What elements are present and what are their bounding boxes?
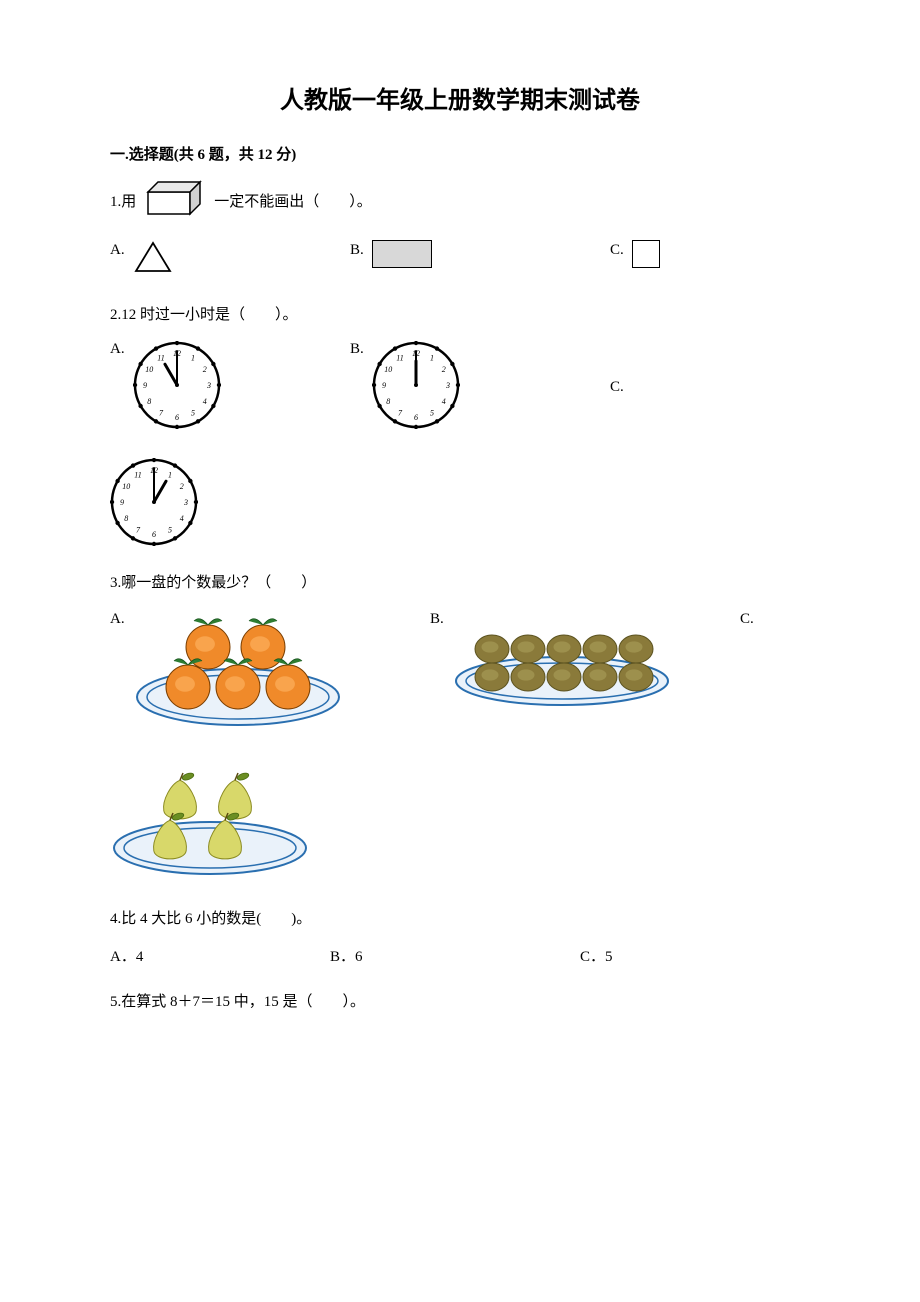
svg-text:6: 6	[414, 413, 418, 422]
q2-opt-c-clock: 123456789101112	[110, 458, 810, 551]
svg-text:4: 4	[202, 397, 206, 406]
square-icon	[632, 240, 660, 268]
q1-opt-a: A.	[110, 240, 350, 279]
section-header: 一.选择题(共 6 题，共 12 分)	[110, 143, 810, 164]
svg-text:1: 1	[168, 470, 172, 479]
svg-text:3: 3	[183, 498, 188, 507]
svg-text:2: 2	[180, 482, 184, 491]
question-5: 5.在算式 8＋7＝15 中，15 是（ ）。	[110, 990, 810, 1014]
q2-opt-b: B. 123456789101112	[350, 341, 610, 434]
q3-opt-a: A.	[110, 609, 430, 734]
opt-letter: C.	[740, 611, 754, 628]
svg-text:10: 10	[145, 365, 153, 374]
svg-text:6: 6	[152, 530, 156, 539]
clock-icon: 123456789101112	[110, 533, 198, 550]
svg-text:2: 2	[202, 365, 206, 374]
question-2: 2.12 时过一小时是（ ）。	[110, 303, 810, 327]
svg-text:9: 9	[143, 381, 147, 390]
q4-opt-c: C．5	[580, 945, 730, 966]
question-4: 4.比 4 大比 6 小的数是( )。	[110, 907, 810, 931]
svg-text:5: 5	[191, 409, 195, 418]
q4-opt-b: B．6	[330, 945, 580, 966]
svg-text:8: 8	[386, 397, 390, 406]
q1-opt-c: C.	[610, 240, 790, 268]
question-3: 3.哪一盘的个数最少？（ ）	[110, 571, 810, 595]
rectangle-icon	[372, 240, 432, 268]
svg-text:11: 11	[157, 353, 164, 362]
svg-text:1: 1	[430, 353, 434, 362]
opt-text: B．6	[330, 945, 363, 966]
svg-text:1: 1	[191, 353, 195, 362]
svg-text:4: 4	[180, 514, 184, 523]
svg-text:11: 11	[134, 470, 141, 479]
svg-text:6: 6	[175, 413, 179, 422]
svg-text:10: 10	[384, 365, 392, 374]
triangle-icon	[133, 240, 173, 279]
fruit-plate-icon	[452, 609, 672, 714]
q1-prefix: 1.用	[110, 190, 136, 214]
opt-letter: B.	[350, 341, 364, 358]
q4-opt-a: A．4	[110, 945, 330, 966]
q3-opt-c-plate	[110, 758, 810, 883]
svg-text:3: 3	[206, 381, 211, 390]
opt-letter: A.	[110, 611, 125, 628]
opt-letter: A.	[110, 242, 125, 259]
opt-text: C．5	[580, 945, 613, 966]
q1-options: A. B. C.	[110, 240, 810, 279]
page-title: 人教版一年级上册数学期末测试卷	[110, 80, 810, 115]
cuboid-icon	[140, 178, 210, 226]
opt-letter: A.	[110, 341, 125, 358]
q2-opt-a: A. 123456789101112	[110, 341, 350, 434]
question-1: 1.用 一定不能画出（ ）。	[110, 178, 810, 226]
opt-letter: C.	[610, 379, 624, 396]
svg-text:4: 4	[441, 397, 445, 406]
svg-text:9: 9	[120, 498, 124, 507]
opt-letter: B.	[430, 611, 444, 628]
q1-suffix: 一定不能画出（ ）。	[214, 190, 372, 214]
q3-opt-c: C.	[740, 609, 780, 628]
svg-text:3: 3	[445, 381, 450, 390]
q2-options: A. 123456789101112 B. 123456789101112 C.	[110, 341, 810, 434]
svg-text:5: 5	[168, 526, 172, 535]
q1-opt-b: B.	[350, 240, 610, 268]
clock-icon: 123456789101112	[372, 341, 460, 434]
clock-icon: 123456789101112	[133, 341, 221, 434]
svg-text:2: 2	[441, 365, 445, 374]
opt-letter: C.	[610, 242, 624, 259]
q3-opt-b: B.	[430, 609, 740, 714]
svg-text:8: 8	[147, 397, 151, 406]
q4-options: A．4 B．6 C．5	[110, 945, 810, 966]
svg-text:5: 5	[430, 409, 434, 418]
opt-letter: B.	[350, 242, 364, 259]
svg-text:8: 8	[124, 514, 128, 523]
fruit-plate-icon	[110, 865, 310, 882]
svg-text:9: 9	[382, 381, 386, 390]
opt-text: A．4	[110, 945, 143, 966]
fruit-plate-icon	[133, 609, 343, 734]
q2-opt-c: C.	[610, 379, 790, 396]
q3-options: A. B.	[110, 609, 810, 734]
svg-text:10: 10	[122, 482, 130, 491]
svg-text:11: 11	[396, 353, 403, 362]
